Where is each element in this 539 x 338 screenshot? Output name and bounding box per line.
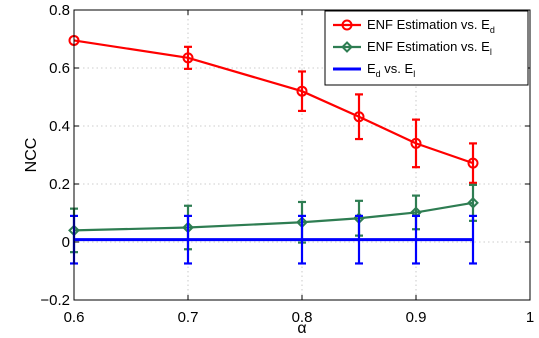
series-line bbox=[73, 39, 474, 165]
legend-marker bbox=[341, 41, 353, 53]
data-point bbox=[467, 196, 479, 209]
ticks: 0.6 0.7 0.8 0.9 1 −0.2 0 0.2 0.4 0.6 0.8 bbox=[40, 2, 534, 326]
data-point bbox=[182, 52, 194, 64]
x-tick-label: 1 bbox=[526, 309, 534, 326]
legend-marker bbox=[341, 19, 353, 31]
y-tick-label: 0.6 bbox=[49, 60, 70, 77]
legend: ENF Estimation vs. Ed ENF Estimation vs. … bbox=[324, 10, 529, 86]
y-axis-label: NCC bbox=[23, 138, 40, 173]
x-tick-label: 0.8 bbox=[292, 309, 313, 326]
y-tick-label: 0.4 bbox=[49, 118, 70, 135]
y-tick-label: 0.2 bbox=[49, 176, 70, 193]
legend-label: ENF Estimation vs. El bbox=[367, 39, 492, 57]
legend-label: Ed vs. El bbox=[367, 61, 415, 79]
y-tick-label: 0 bbox=[62, 234, 70, 251]
series-1 bbox=[68, 34, 479, 184]
x-tick-label: 0.6 bbox=[64, 309, 85, 326]
x-tick-label: 0.9 bbox=[406, 309, 427, 326]
data-point bbox=[353, 111, 365, 123]
data-point bbox=[467, 157, 479, 169]
y-tick-label: −0.2 bbox=[40, 292, 70, 309]
data-point bbox=[296, 85, 308, 97]
y-tick-label: 0.8 bbox=[49, 2, 70, 19]
x-tick-label: 0.7 bbox=[178, 309, 199, 326]
series-line bbox=[73, 201, 474, 232]
data-point bbox=[410, 137, 422, 149]
legend-label: ENF Estimation vs. Ed bbox=[367, 17, 495, 35]
x-axis-label: α bbox=[297, 320, 306, 337]
series-layer bbox=[68, 34, 479, 265]
